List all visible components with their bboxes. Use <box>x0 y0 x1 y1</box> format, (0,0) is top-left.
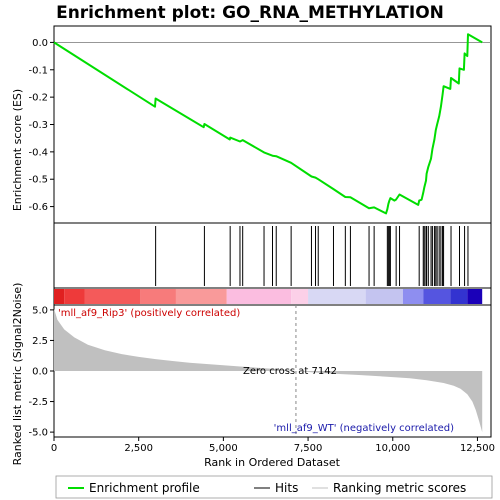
colorbar-segment <box>291 289 309 304</box>
colorbar-segment <box>308 289 366 304</box>
x-tick-label: 7,500 <box>294 443 323 454</box>
ranking-metric-area <box>54 308 483 433</box>
legend-es-label: Enrichment profile <box>89 481 200 495</box>
x-tick-label: 0 <box>51 443 57 454</box>
es-tick-label: 0.0 <box>32 38 48 49</box>
x-axis-label: Rank in Ordered Dataset <box>204 456 341 469</box>
es-layer <box>53 33 483 215</box>
x-tick-label: 5,000 <box>209 443 238 454</box>
es-y-axis-label: Enrichment score (ES) <box>11 89 24 211</box>
negative-label: 'mll_af9_WT' (negatively correlated) <box>274 423 454 434</box>
colorbar-segment <box>423 289 451 304</box>
legend: Enrichment profile Hits Ranking metric s… <box>55 475 493 499</box>
legend-metric-label: Ranking metric scores <box>333 481 466 495</box>
colorbar-segment <box>64 289 85 304</box>
metric-tick-label: 0.0 <box>32 367 48 378</box>
es-tick-label: -0.1 <box>28 65 48 76</box>
x-axis: 0 2,500 5,000 7,500 10,000 12,500 <box>51 437 495 454</box>
colorbar-segment <box>467 289 483 304</box>
x-tick-label: 10,000 <box>375 443 410 454</box>
colorbar-segment <box>54 289 65 304</box>
es-y-axis: 0.0 -0.1 -0.2 -0.3 -0.4 -0.5 -0.6 <box>28 38 491 213</box>
zero-cross-label: Zero cross at 7142 <box>243 366 337 377</box>
positive-label: 'mll_af9_Rip3' (positively correlated) <box>58 308 240 319</box>
colorbar <box>54 289 483 304</box>
colorbar-segment <box>140 289 176 304</box>
legend-hits-label: Hits <box>275 481 298 495</box>
metric-tick-label: 2.5 <box>32 336 48 347</box>
chart-title: Enrichment plot: GO_RNA_METHYLATION <box>56 3 444 23</box>
es-tick-label: -0.3 <box>28 120 48 131</box>
colorbar-segment <box>84 289 141 304</box>
es-tick-label: -0.4 <box>28 147 48 158</box>
colorbar-segment <box>175 289 227 304</box>
colorbar-segment <box>365 289 403 304</box>
hits-layer <box>155 226 469 286</box>
x-tick-label: 12,500 <box>460 443 495 454</box>
colorbar-segment <box>450 289 468 304</box>
metric-tick-label: -5.0 <box>28 428 48 439</box>
metric-tick-label: 5.0 <box>32 305 48 316</box>
es-tick-label: -0.6 <box>28 202 48 213</box>
x-tick-label: 2,500 <box>124 443 153 454</box>
metric-tick-label: -2.5 <box>28 397 48 408</box>
es-tick-label: -0.2 <box>28 93 48 104</box>
colorbar-segment <box>402 289 424 304</box>
metric-y-axis: 5.0 2.5 0.0 -2.5 -5.0 <box>28 305 54 439</box>
es-tick-label: -0.5 <box>28 175 48 186</box>
legend-box <box>55 475 493 499</box>
metric-layer <box>54 305 483 437</box>
metric-y-axis-label: Ranked list metric (Signal2Noise) <box>11 283 24 466</box>
colorbar-segment <box>226 289 292 304</box>
enrichment-profile-line <box>53 33 483 215</box>
